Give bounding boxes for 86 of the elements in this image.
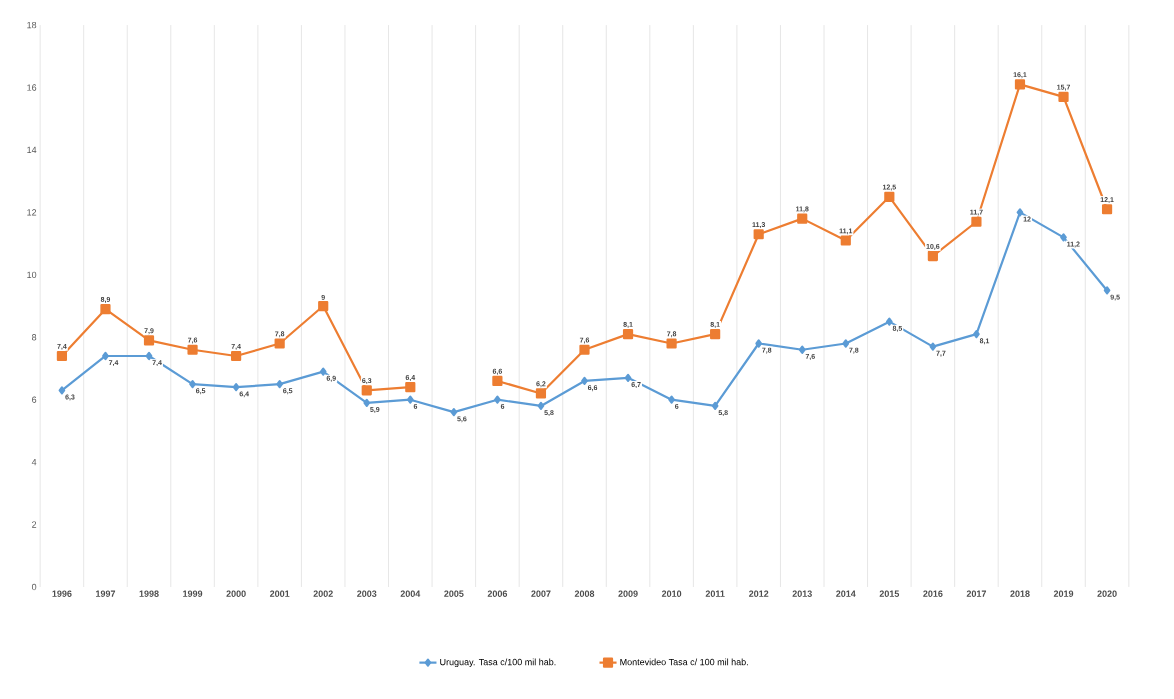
point — [274, 338, 285, 349]
point — [1103, 286, 1111, 295]
legend-label: Uruguay. Tasa c/100 mil hab. — [440, 658, 556, 667]
x-tick-label: 2002 — [313, 590, 333, 597]
point — [668, 395, 675, 404]
point — [1101, 203, 1113, 215]
point — [579, 344, 590, 355]
point — [492, 375, 503, 386]
point — [973, 329, 980, 339]
y-tick-label: 14 — [27, 146, 37, 153]
point — [929, 342, 937, 351]
x-tick-label: 2010 — [661, 590, 682, 597]
x-tick-label: 2016 — [923, 590, 943, 597]
y-tick-label: 4 — [31, 458, 37, 466]
point — [624, 373, 632, 382]
point — [537, 401, 545, 410]
point — [363, 398, 371, 407]
point — [711, 401, 719, 410]
point — [102, 351, 109, 360]
x-tick-label: 2000 — [226, 590, 246, 597]
point — [56, 350, 68, 361]
y-tick-label: 18 — [27, 21, 37, 29]
legend-label: Montevideo Tasa c/ 100 mil hab. — [620, 658, 748, 666]
x-tick-label: 1997 — [96, 590, 116, 597]
point — [494, 395, 501, 404]
point — [753, 228, 764, 240]
x-tick-label: 2015 — [879, 590, 900, 597]
x-tick-label: 2012 — [748, 590, 769, 597]
x-tick-label: 2018 — [1010, 590, 1030, 597]
point — [581, 376, 588, 385]
y-tick-label: 16 — [27, 84, 37, 91]
point — [1014, 79, 1026, 90]
point — [189, 379, 196, 388]
point — [276, 379, 284, 388]
y-tick-label: 12 — [27, 209, 37, 216]
point — [1060, 233, 1067, 242]
x-tick-label: 1998 — [139, 590, 159, 597]
x-tick-label: 2011 — [705, 590, 725, 597]
x-tick-label: 1999 — [183, 590, 203, 597]
x-tick-label: 2006 — [487, 590, 508, 597]
point — [405, 381, 416, 393]
x-tick-label: 2014 — [836, 590, 856, 597]
x-tick-label: 2001 — [269, 590, 290, 597]
point — [884, 191, 895, 202]
point — [666, 338, 677, 349]
point — [318, 300, 329, 311]
x-tick-label: 2019 — [1053, 590, 1074, 597]
y-tick-label: 8 — [32, 333, 37, 341]
x-tick-label: 2005 — [444, 590, 464, 597]
point — [840, 235, 851, 246]
x-tick-label: 2017 — [966, 590, 987, 597]
point — [361, 385, 372, 396]
y-tick-label: 0 — [31, 583, 37, 590]
point — [100, 303, 111, 315]
point — [231, 350, 242, 361]
point — [406, 395, 414, 404]
x-tick-label: 2020 — [1097, 590, 1117, 597]
point — [450, 407, 458, 417]
point — [319, 367, 327, 376]
y-tick-label: 6 — [32, 396, 37, 403]
point — [927, 250, 938, 261]
point — [143, 335, 155, 346]
x-tick-label: 2004 — [400, 590, 421, 597]
point — [842, 339, 850, 348]
point — [885, 317, 893, 326]
x-tick-label: 2009 — [618, 590, 638, 597]
point — [798, 345, 806, 354]
x-tick-label: 1996 — [52, 590, 72, 597]
x-tick-label: 2008 — [574, 590, 595, 597]
point — [1058, 91, 1069, 102]
point — [710, 328, 721, 340]
point — [232, 382, 240, 392]
point — [971, 216, 982, 227]
x-tick-label: 2013 — [792, 590, 812, 597]
point — [797, 213, 808, 224]
point — [58, 386, 66, 395]
point — [622, 328, 634, 340]
point — [187, 344, 198, 355]
point — [755, 339, 763, 348]
y-tick-label: 10 — [27, 271, 37, 278]
point — [145, 351, 153, 360]
x-tick-label: 2003 — [357, 590, 377, 597]
y-tick-label: 2 — [32, 521, 37, 528]
x-tick-label: 2007 — [531, 590, 551, 597]
point — [1016, 208, 1024, 217]
point — [535, 388, 547, 399]
